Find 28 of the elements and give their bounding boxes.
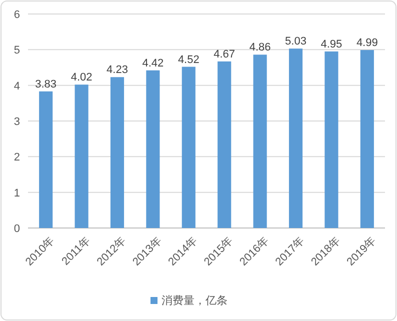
data-label: 4.67 <box>214 48 236 60</box>
data-label: 5.03 <box>285 36 306 48</box>
bar <box>39 91 53 228</box>
bar <box>110 77 124 228</box>
data-label: 4.95 <box>320 38 342 50</box>
data-label: 4.42 <box>142 57 164 70</box>
data-label: 4.52 <box>178 54 200 66</box>
y-tick-label: 6 <box>14 9 20 21</box>
y-tick-label: 1 <box>14 187 20 200</box>
y-tick-label: 5 <box>14 44 20 57</box>
bar <box>288 48 303 228</box>
data-label: 4.86 <box>249 42 271 54</box>
data-label: 4.02 <box>70 72 92 84</box>
bar <box>146 70 160 228</box>
data-label: 4.99 <box>356 37 378 50</box>
y-tick-label: 0 <box>14 223 20 235</box>
bar <box>182 66 196 228</box>
y-tick-label: 4 <box>14 80 20 92</box>
data-label: 3.83 <box>35 78 57 90</box>
bar <box>253 54 267 228</box>
bar <box>74 84 88 228</box>
y-tick-label: 2 <box>14 152 20 164</box>
y-tick-label: 3 <box>14 116 20 128</box>
bar <box>360 50 374 228</box>
bar <box>324 51 338 228</box>
bar <box>218 61 232 228</box>
data-label: 4.23 <box>106 64 128 76</box>
legend-label: 消费量，亿条 <box>162 294 228 307</box>
